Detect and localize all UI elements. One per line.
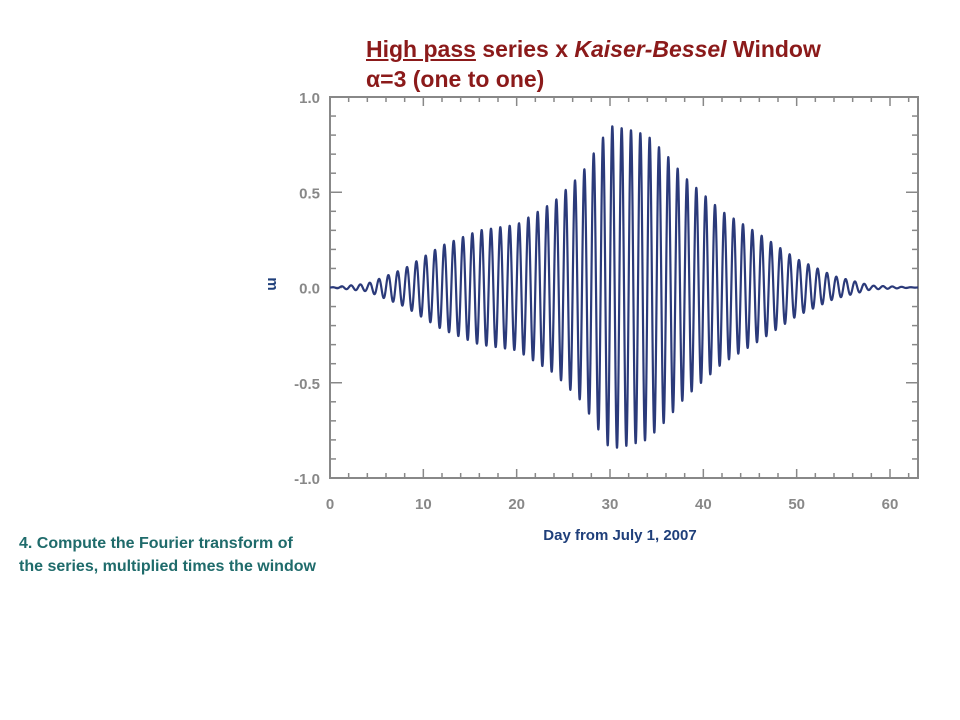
y-axis-label: m xyxy=(264,277,281,291)
axis-tick-labels: 0 10 20 30 40 50 60 1.0 0.5 0.0 -0.5 -1.0 xyxy=(294,90,898,513)
series-line xyxy=(329,125,919,449)
x-tick-label: 50 xyxy=(788,496,805,513)
y-tick-label: 0.0 xyxy=(299,281,320,298)
title-high-pass: High pass xyxy=(366,36,476,62)
title-kaiser-bessel: Kaiser-Bessel xyxy=(574,36,727,62)
y-tick-label: -1.0 xyxy=(294,471,320,488)
title-window: Window xyxy=(726,36,821,62)
y-tick-label: 0.5 xyxy=(299,185,320,202)
chart-title: High pass series x Kaiser-Bessel Window … xyxy=(366,34,946,94)
x-axis-label: Day from July 1, 2007 xyxy=(543,527,697,544)
x-tick-label: 40 xyxy=(695,496,712,513)
title-alpha: α=3 (one to one) xyxy=(366,66,545,92)
y-tick-label: -0.5 xyxy=(294,376,320,393)
x-tick-label: 60 xyxy=(882,496,899,513)
x-tick-label: 20 xyxy=(508,496,525,513)
step-description: 4. Compute the Fourier transform of the … xyxy=(19,535,316,575)
axis-ticks xyxy=(329,96,918,479)
title-series-x: series x xyxy=(475,36,575,62)
y-tick-label: 1.0 xyxy=(299,90,320,107)
x-tick-label: 30 xyxy=(602,496,619,513)
x-tick-label: 10 xyxy=(415,496,432,513)
x-tick-label: 0 xyxy=(326,496,334,513)
